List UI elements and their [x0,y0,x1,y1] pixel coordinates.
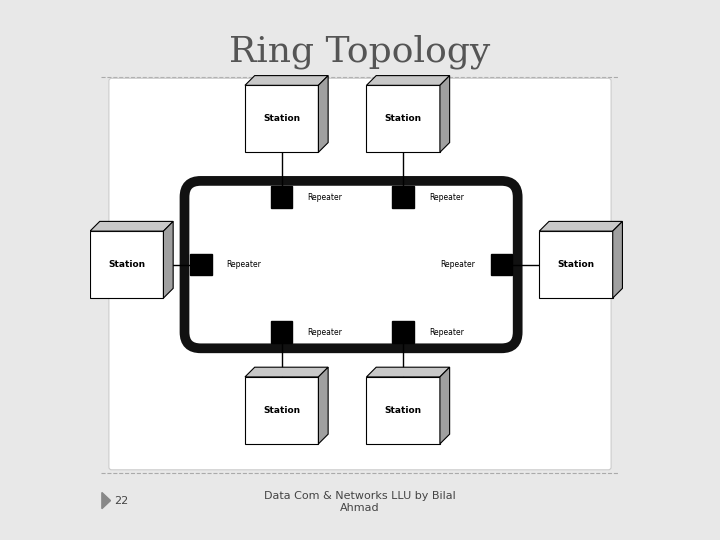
Polygon shape [366,377,440,444]
Bar [190,254,212,275]
Text: Station: Station [263,114,300,123]
Text: Ring Topology: Ring Topology [230,34,490,69]
Text: Station: Station [384,406,422,415]
Text: Station: Station [557,260,595,269]
Polygon shape [366,367,449,377]
Polygon shape [318,76,328,152]
Polygon shape [366,76,449,85]
Polygon shape [245,377,318,444]
Polygon shape [539,221,622,231]
FancyBboxPatch shape [109,78,611,470]
Text: 22: 22 [114,496,129,505]
Bar [392,321,414,343]
Polygon shape [318,367,328,444]
Text: Repeater: Repeater [307,193,343,201]
Polygon shape [440,367,449,444]
Polygon shape [245,85,318,152]
Polygon shape [163,221,173,298]
Polygon shape [245,76,328,85]
Polygon shape [366,85,440,152]
Text: Repeater: Repeater [441,260,475,269]
Text: Repeater: Repeater [227,260,261,269]
Polygon shape [90,231,163,298]
Text: Repeater: Repeater [429,328,464,336]
Text: Repeater: Repeater [429,193,464,201]
Text: Station: Station [384,114,422,123]
Text: Data Com & Networks LLU by Bilal
Ahmad: Data Com & Networks LLU by Bilal Ahmad [264,491,456,513]
Bar [271,321,292,343]
Polygon shape [539,231,613,298]
Bar [491,254,513,275]
Bar [271,186,292,208]
Text: Station: Station [108,260,145,269]
Polygon shape [90,221,173,231]
Bar [392,186,414,208]
Text: Repeater: Repeater [307,328,343,336]
Polygon shape [613,221,622,298]
Polygon shape [440,76,449,152]
Polygon shape [102,492,111,509]
Text: Station: Station [263,406,300,415]
Polygon shape [245,367,328,377]
